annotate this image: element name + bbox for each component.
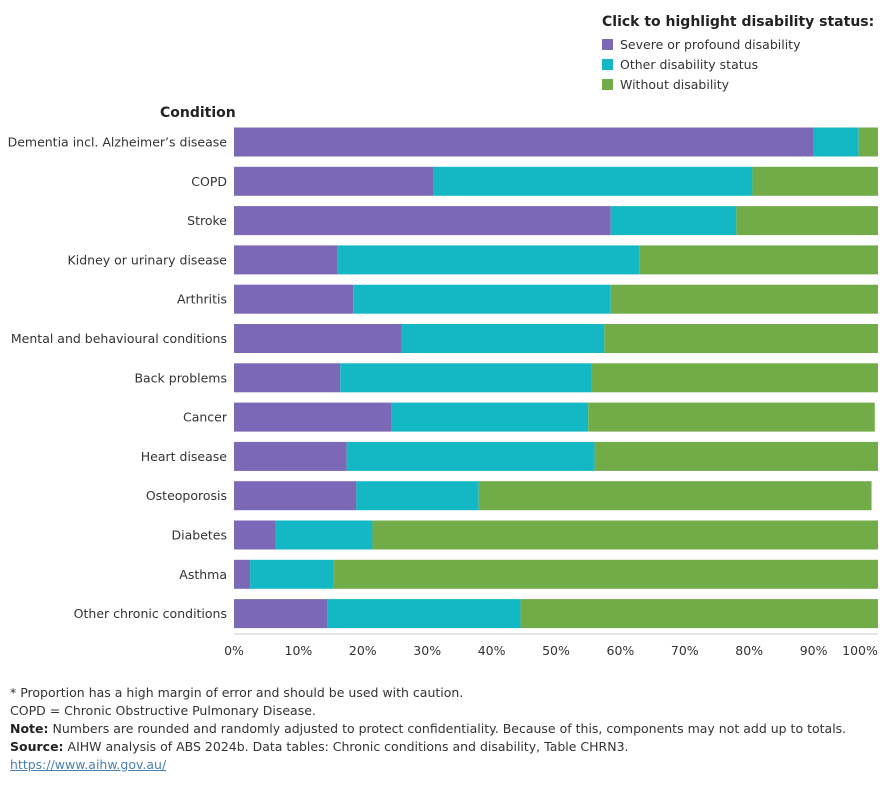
bar-cancer-without-disability[interactable] xyxy=(588,402,875,432)
bar-asthma-other-disability-status[interactable] xyxy=(250,559,334,589)
x-tick-4: 40% xyxy=(478,643,506,658)
bar-back-problems-severe-or-profound-disability[interactable] xyxy=(234,363,341,393)
x-tick-7: 70% xyxy=(671,643,699,658)
category-label-cancer: Cancer xyxy=(183,410,228,425)
stacked-bar-chart: Condition Dementia incl. Alzheimer’s dis… xyxy=(8,105,878,658)
bar-back-problems-without-disability[interactable] xyxy=(591,363,878,393)
bar-diabetes-other-disability-status[interactable] xyxy=(275,520,373,550)
bar-arthritis-other-disability-status[interactable] xyxy=(353,284,611,314)
note-label: Note: xyxy=(10,721,49,736)
legend: Click to highlight disability status: Se… xyxy=(602,14,882,94)
bar-cancer-severe-or-profound-disability[interactable] xyxy=(234,402,392,432)
x-tick-2: 20% xyxy=(349,643,377,658)
bars-group xyxy=(234,127,878,629)
x-tick-5: 50% xyxy=(542,643,570,658)
x-tick-6: 60% xyxy=(607,643,635,658)
legend-label-severe: Severe or profound disability xyxy=(620,36,801,52)
legend-item-other[interactable]: Other disability status xyxy=(602,54,882,74)
y-axis-title: Condition xyxy=(160,105,236,121)
footnotes: * Proportion has a high margin of error … xyxy=(10,684,880,774)
bar-copd-severe-or-profound-disability[interactable] xyxy=(234,166,434,196)
x-tick-labels: 0% 10% 20% 30% 40% 50% 60% 70% 80% 90% 100% xyxy=(224,643,878,658)
copd-note: COPD = Chronic Obstructive Pulmonary Dis… xyxy=(10,703,316,718)
bar-kidney-or-urinary-disease-without-disability[interactable] xyxy=(639,245,878,275)
bar-osteoporosis-severe-or-profound-disability[interactable] xyxy=(234,481,357,511)
bar-mental-and-behavioural-conditions-without-disability[interactable] xyxy=(604,324,878,353)
bar-mental-and-behavioural-conditions-other-disability-status[interactable] xyxy=(401,324,605,353)
bar-arthritis-without-disability[interactable] xyxy=(610,284,878,314)
bar-osteoporosis-other-disability-status[interactable] xyxy=(356,481,479,511)
source-text: AIHW analysis of ABS 2024b. Data tables:… xyxy=(63,739,629,754)
legend-item-severe[interactable]: Severe or profound disability xyxy=(602,34,882,54)
bar-other-chronic-conditions-severe-or-profound-disability[interactable] xyxy=(234,599,328,629)
legend-swatch-other xyxy=(602,58,613,70)
legend-swatch-severe xyxy=(602,38,613,50)
bar-dementia-incl-alzheimer-s-disease-without-disability[interactable] xyxy=(858,127,878,157)
bar-arthritis-severe-or-profound-disability[interactable] xyxy=(234,284,354,314)
category-label-asthma: Asthma xyxy=(179,567,227,582)
bar-stroke-other-disability-status[interactable] xyxy=(610,206,737,236)
bar-mental-and-behavioural-conditions-severe-or-profound-disability[interactable] xyxy=(234,324,402,353)
bar-asthma-severe-or-profound-disability[interactable] xyxy=(234,559,251,589)
note-text: Numbers are rounded and randomly adjuste… xyxy=(48,721,847,736)
x-tick-0: 0% xyxy=(224,643,244,658)
source-note: Source: AIHW analysis of ABS 2024b. Data… xyxy=(10,738,880,756)
bar-heart-disease-without-disability[interactable] xyxy=(594,441,878,471)
legend-label-without: Without disability xyxy=(620,76,730,92)
category-labels: Dementia incl. Alzheimer’s disease COPD St… xyxy=(8,135,228,622)
x-tick-1: 10% xyxy=(285,643,313,658)
legend-swatch-without xyxy=(602,78,613,90)
category-label-osteoporosis: Osteoporosis xyxy=(146,488,227,503)
x-tick-10: 100% xyxy=(842,643,878,658)
bar-dementia-incl-alzheimer-s-disease-severe-or-profound-disability[interactable] xyxy=(234,127,814,157)
bar-asthma-without-disability[interactable] xyxy=(333,559,878,589)
x-tick-3: 30% xyxy=(413,643,441,658)
category-label-other-chronic-conditions: Other chronic conditions xyxy=(74,606,227,621)
category-label-dementia-incl-alzheimer-s-disease: Dementia incl. Alzheimer’s disease xyxy=(8,135,228,150)
bar-cancer-other-disability-status[interactable] xyxy=(391,402,589,432)
aihw-link[interactable]: https://www.aihw.gov.au/ xyxy=(10,757,167,772)
bar-back-problems-other-disability-status[interactable] xyxy=(340,363,592,393)
bar-osteoporosis-without-disability[interactable] xyxy=(478,481,872,511)
category-label-copd: COPD xyxy=(191,174,227,189)
bar-kidney-or-urinary-disease-severe-or-profound-disability[interactable] xyxy=(234,245,338,275)
category-label-mental-and-behavioural-conditions: Mental and behavioural conditions xyxy=(11,331,227,346)
legend-label-other: Other disability status xyxy=(620,56,759,72)
bar-stroke-without-disability[interactable] xyxy=(736,206,878,236)
bar-heart-disease-severe-or-profound-disability[interactable] xyxy=(234,441,347,471)
bar-other-chronic-conditions-without-disability[interactable] xyxy=(520,599,878,629)
bar-copd-without-disability[interactable] xyxy=(752,166,878,196)
bar-diabetes-severe-or-profound-disability[interactable] xyxy=(234,520,276,550)
confidentiality-note: Note: Numbers are rounded and randomly a… xyxy=(10,720,880,738)
bar-copd-other-disability-status[interactable] xyxy=(433,166,753,196)
asterisk-note: * Proportion has a high margin of error … xyxy=(10,685,464,700)
bar-stroke-severe-or-profound-disability[interactable] xyxy=(234,206,611,236)
legend-title: Click to highlight disability status: xyxy=(602,14,875,30)
legend-item-without[interactable]: Without disability xyxy=(602,74,882,94)
category-label-arthritis: Arthritis xyxy=(177,292,227,307)
bar-kidney-or-urinary-disease-other-disability-status[interactable] xyxy=(337,245,640,275)
category-label-kidney-or-urinary-disease: Kidney or urinary disease xyxy=(68,252,228,267)
category-label-back-problems: Back problems xyxy=(134,370,227,385)
category-label-heart-disease: Heart disease xyxy=(141,449,228,464)
x-tick-9: 90% xyxy=(800,643,828,658)
x-tick-8: 80% xyxy=(735,643,763,658)
bar-heart-disease-other-disability-status[interactable] xyxy=(346,441,595,471)
bar-diabetes-without-disability[interactable] xyxy=(372,520,878,550)
source-label: Source: xyxy=(10,739,64,754)
category-label-diabetes: Diabetes xyxy=(172,528,228,543)
bar-other-chronic-conditions-other-disability-status[interactable] xyxy=(327,599,521,629)
bar-dementia-incl-alzheimer-s-disease-other-disability-status[interactable] xyxy=(813,127,859,157)
category-label-stroke: Stroke xyxy=(187,213,227,228)
